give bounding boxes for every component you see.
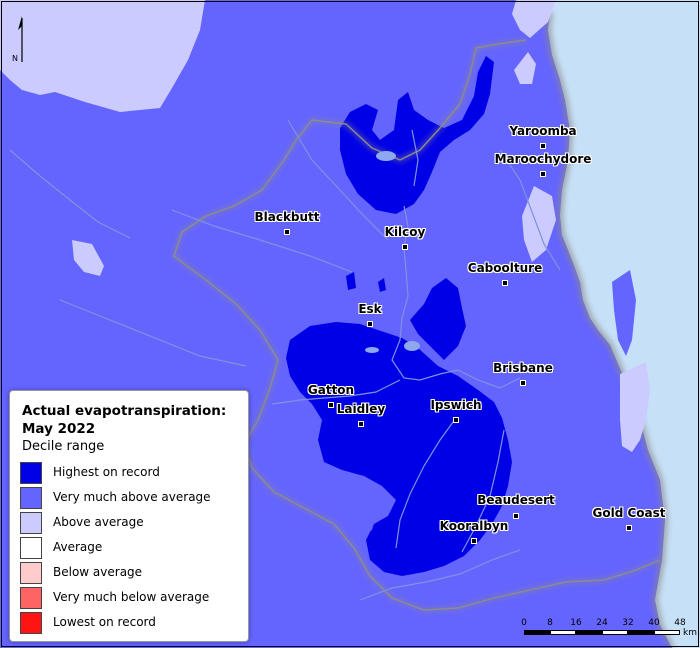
place-label: Esk <box>358 302 382 316</box>
place-label: Gatton <box>307 383 355 397</box>
place-marker <box>367 321 373 327</box>
place-label: Caboolture <box>467 261 543 275</box>
legend-label: Very much below average <box>53 590 210 604</box>
highest-small-2 <box>378 278 386 292</box>
lakes <box>365 151 420 353</box>
scale-tick-label: 40 <box>648 618 660 628</box>
scale-segment <box>576 630 602 635</box>
place-marker <box>284 229 290 235</box>
river-nw-2 <box>171 209 353 273</box>
scale-segment <box>628 630 654 635</box>
highest-central-north <box>410 278 466 360</box>
place-marker <box>328 402 334 408</box>
river-bremer <box>395 417 457 549</box>
river-w-2 <box>9 149 131 239</box>
river-nw-1 <box>287 119 389 241</box>
above-average-areas <box>0 0 650 452</box>
legend-title: Actual evapotranspiration: May 2022 <box>22 403 227 437</box>
above-average-nw <box>0 0 205 112</box>
place-marker <box>626 525 632 531</box>
place-label: Laidley <box>336 402 386 416</box>
scale-segment <box>550 630 576 635</box>
scale-tick-label: 48 <box>674 618 686 628</box>
river-lockyer <box>271 379 401 405</box>
scale-tick-label: 8 <box>547 618 553 628</box>
highest-central <box>286 322 512 576</box>
highest-on-record-areas <box>286 56 512 576</box>
legend-swatch <box>20 512 42 534</box>
place-label: Yaroomba <box>509 124 577 138</box>
above-average-ne-coast <box>512 0 556 38</box>
scale-segment <box>654 630 680 635</box>
scale-segment <box>524 630 550 635</box>
place-label: Kooralbyn <box>439 519 509 533</box>
legend-subtitle: Decile range <box>22 439 105 454</box>
north-arrow-icon <box>18 16 23 62</box>
place-label: Brisbane <box>493 361 553 375</box>
place-marker <box>540 143 546 149</box>
place-marker <box>402 244 408 250</box>
above-average-coast-mid <box>522 186 556 262</box>
legend-swatch <box>20 587 42 609</box>
river-logan <box>461 429 505 553</box>
scale-tick-label: 0 <box>521 618 527 628</box>
scale-segment <box>602 630 628 635</box>
legend-label: Average <box>53 540 103 554</box>
place-marker <box>358 421 364 427</box>
above-average-pocket <box>72 240 104 276</box>
place-label: Beaudesert <box>477 493 555 507</box>
legend-swatch <box>20 612 42 634</box>
above-average-islet <box>514 52 536 84</box>
above-average-island <box>620 362 650 452</box>
legend-swatch <box>20 562 42 584</box>
legend-label: Above average <box>53 515 144 529</box>
legend-swatch <box>20 462 42 484</box>
place-marker <box>471 538 477 544</box>
legend-swatch <box>20 537 42 559</box>
coastline-shadow <box>545 11 675 648</box>
legend-label: Below average <box>53 565 143 579</box>
lake-wivenhoe <box>365 347 379 353</box>
lake-somerset <box>404 341 420 351</box>
legend-label: Highest on record <box>53 465 160 479</box>
place-marker <box>502 280 508 286</box>
offshore-island <box>612 270 636 356</box>
river-north-1 <box>411 129 419 187</box>
legend: Actual evapotranspiration: May 2022 Deci… <box>9 390 249 642</box>
place-label: Maroochydore <box>494 152 592 166</box>
legend-label: Lowest on record <box>53 615 156 629</box>
north-arrow-label: N <box>12 54 18 63</box>
place-label: Kilcoy <box>384 225 426 239</box>
river-south-1 <box>359 549 521 601</box>
scale-tick-label: 32 <box>622 618 634 628</box>
lake-north <box>376 151 396 161</box>
place-label: Blackbutt <box>254 210 320 224</box>
place-marker <box>520 380 526 386</box>
north-arrow: N <box>10 14 34 66</box>
highest-north <box>340 56 494 214</box>
catchment-boundary <box>173 39 661 611</box>
place-marker <box>453 417 459 423</box>
river-brisbane <box>391 205 521 389</box>
legend-swatch <box>20 487 42 509</box>
very-much-above-pocket <box>338 496 378 540</box>
scale-tick-label: 24 <box>596 618 608 628</box>
place-label: Gold Coast <box>592 506 666 520</box>
river-coast-1 <box>499 149 561 271</box>
place-marker <box>513 513 519 519</box>
rivers <box>9 119 561 601</box>
scale-unit: km <box>683 628 697 638</box>
highest-small-1 <box>346 272 356 290</box>
place-label: Ipswich <box>430 398 482 412</box>
legend-label: Very much above average <box>53 490 211 504</box>
scale-tick-label: 16 <box>570 618 582 628</box>
river-w-1 <box>59 299 247 367</box>
scale-bar: 0 8 16 24 32 40 48 km <box>520 618 697 640</box>
place-marker <box>540 171 546 177</box>
